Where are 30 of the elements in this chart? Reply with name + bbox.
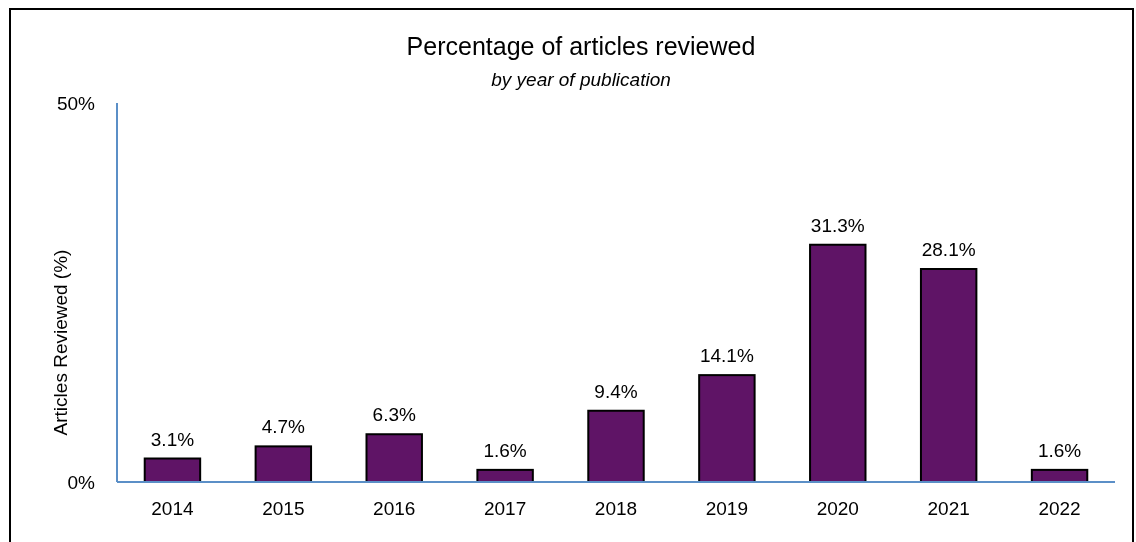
bar [254,445,313,483]
bar [698,374,756,483]
x-tick-label: 2014 [151,498,194,519]
bar [809,243,867,483]
data-label: 6.3% [372,404,416,426]
data-label: 4.7% [261,416,306,438]
data-label: 31.3% [810,214,865,236]
x-tick-label: 2016 [373,498,416,519]
bar [919,268,978,483]
data-label: 3.1% [150,428,195,450]
x-tick-label: 2020 [816,498,859,519]
data-label: 28.1% [921,239,976,260]
chart-title: Percentage of articles reviewed [406,32,756,60]
y-axis-title: Articles Reviewed (%) [50,249,71,436]
x-tick-label: 2017 [483,498,527,519]
data-label: 1.6% [1037,439,1082,461]
chart-subtitle: by year of publication [491,69,671,90]
bar [365,433,423,483]
x-tick-label: 2021 [927,498,970,519]
x-tick-label: 2022 [1038,498,1081,519]
x-tick-label: 2018 [594,498,638,519]
bar [587,409,645,483]
data-label: 1.6% [483,439,527,461]
data-label: 14.1% [699,345,754,367]
y-tick-label: 0% [67,472,96,493]
y-tick-label: 50% [56,93,96,114]
data-label: 9.4% [594,380,638,402]
bar [143,457,202,483]
x-tick-label: 2019 [705,498,749,519]
x-tick-label: 2015 [262,498,305,519]
